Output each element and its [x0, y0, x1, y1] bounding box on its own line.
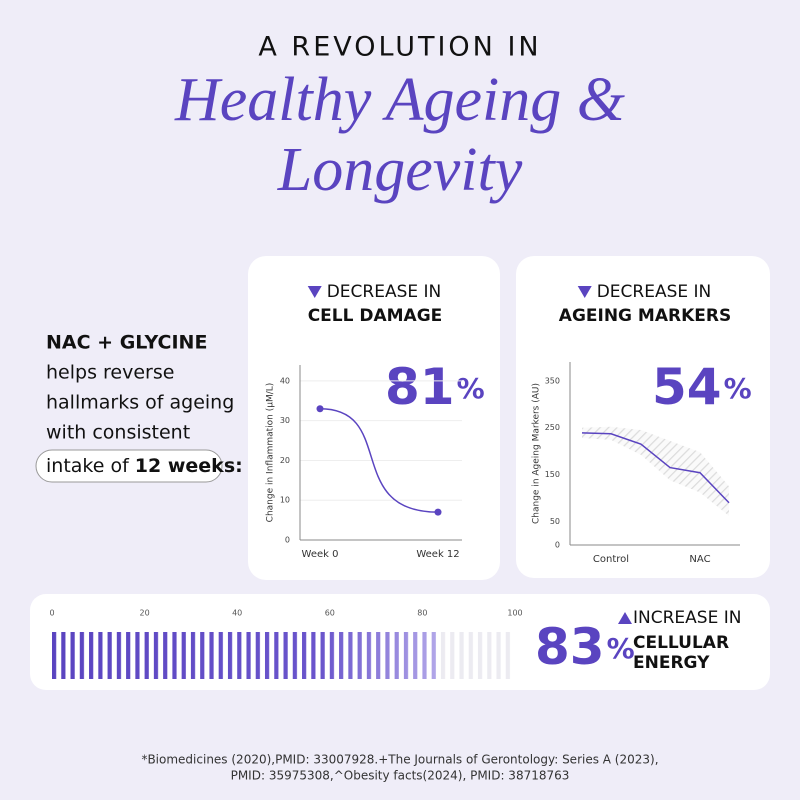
stat-value: 81 — [385, 358, 455, 416]
stat-unit: % — [724, 372, 752, 405]
x-tick-label: 40 — [232, 609, 242, 618]
y-axis-label: Change in Ageing Markers (AU) — [532, 383, 542, 524]
footnote: *Biomedicines (2020),PMID: 33007928.+The… — [141, 753, 658, 767]
heading: INCREASE IN — [633, 608, 741, 628]
heading: ENERGY — [633, 653, 710, 673]
stat: 54% — [652, 358, 752, 416]
x-tick-label: 100 — [507, 609, 522, 618]
x-tick-label: 0 — [49, 609, 54, 618]
pill-plain: intake of — [46, 455, 130, 477]
heading: DECREASE IN — [327, 282, 442, 302]
card — [516, 256, 770, 578]
footnote: PMID: 35975308,^Obesity facts(2024), PMI… — [231, 769, 570, 783]
data-line — [581, 432, 730, 504]
heading: CELL DAMAGE — [308, 306, 443, 326]
x-tick-label: Control — [593, 554, 629, 565]
y-tick-label: 350 — [545, 376, 560, 385]
y-tick-label: 40 — [280, 376, 290, 385]
heading: DECREASE IN — [597, 282, 712, 302]
intro-line: helps reverse — [46, 362, 174, 384]
y-tick-label: 20 — [280, 456, 290, 465]
triangle-icon — [577, 286, 592, 298]
heading: CELLULAR — [633, 633, 729, 653]
x-tick-label: NAC — [689, 554, 710, 565]
data-point — [316, 405, 324, 413]
x-tick-label: Week 12 — [416, 549, 459, 560]
stat-unit: % — [607, 632, 635, 665]
intro-line: NAC + GLYCINE — [46, 332, 207, 354]
intro-line: with consistent — [46, 422, 190, 444]
y-tick-label: 0 — [285, 536, 290, 545]
gauge-gaps — [52, 632, 517, 679]
y-tick-label: 10 — [280, 496, 290, 505]
data-point — [434, 508, 442, 516]
x-tick-label: 60 — [325, 609, 335, 618]
range-band — [582, 426, 729, 516]
y-tick-label: 30 — [280, 416, 290, 425]
x-tick-label: Week 0 — [302, 549, 339, 560]
y-tick-label: 0 — [555, 541, 560, 550]
x-tick-label: 20 — [140, 609, 150, 618]
title-line: Healthy Ageing & — [174, 66, 625, 134]
title-line: Longevity — [277, 136, 523, 204]
heading: AGEING MARKERS — [559, 306, 731, 326]
kicker: A REVOLUTION IN — [258, 32, 541, 63]
intro-line: hallmarks of ageing — [46, 392, 234, 414]
stat-value: 83 — [535, 618, 605, 676]
pill — [35, 449, 223, 483]
stat: 81% — [385, 358, 485, 416]
stat-value: 54 — [652, 358, 722, 416]
y-tick-label: 150 — [545, 470, 560, 479]
pill-bold: 12 weeks: — [135, 455, 243, 477]
triangle-icon — [618, 612, 632, 624]
y-axis-label: Change in Inflammation (µM/L) — [266, 383, 276, 523]
x-tick-label: 80 — [417, 609, 427, 618]
pill-text: intake of 12 weeks: — [46, 455, 243, 477]
triangle-icon — [307, 286, 322, 298]
stat: 83% — [535, 618, 635, 676]
data-line — [319, 408, 439, 513]
card — [248, 256, 500, 580]
y-tick-label: 50 — [550, 517, 560, 526]
y-tick-label: 250 — [545, 423, 560, 432]
stat-unit: % — [457, 372, 485, 405]
